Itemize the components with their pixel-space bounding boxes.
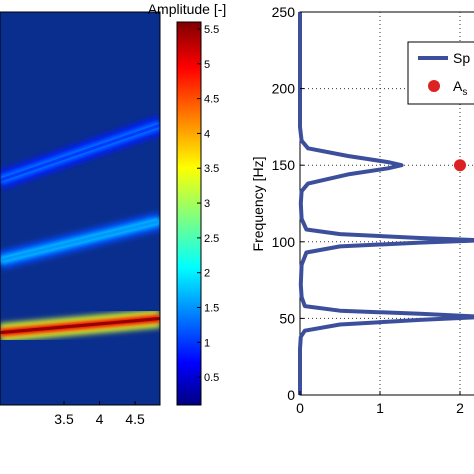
spectrum-line xyxy=(298,12,474,395)
colorbar-ticks: 0.5 1 1.5 2 2.5 3 3.5 4 4.5 5 5.5 xyxy=(197,24,219,384)
heatmap-x-tick-label: 4.5 xyxy=(125,411,145,427)
colorbar-tick-label: 2.5 xyxy=(204,233,219,245)
colorbar-tick-label: 3.5 xyxy=(204,163,219,175)
spectrum-y-ticks: 0 50 100 150 200 250 xyxy=(272,4,304,403)
heatmap-panel: 3.5 4 4.5 xyxy=(0,11,161,427)
colorbar-tick-label: 0.5 xyxy=(204,372,219,384)
heatmap-x-tick-label: 4 xyxy=(96,411,104,427)
heatmap-ridge-core xyxy=(0,219,160,262)
spectrum-y-tick-label: 50 xyxy=(279,310,295,326)
colorbar-tick-label: 4 xyxy=(204,128,210,140)
legend: Sp As xyxy=(407,41,474,105)
heatmap-background xyxy=(0,12,160,405)
spectrum-panel: 0 50 100 150 200 250 0 1 2 Frequency [Hz] Sp As xyxy=(250,4,474,416)
spectrum-x-tick-label: 2 xyxy=(456,400,464,416)
amplitude-marker xyxy=(454,159,466,172)
legend-entry-amplitude-sub: s xyxy=(462,87,467,98)
spectrum-series xyxy=(298,12,474,395)
colorbar-title: Amplitude [-] xyxy=(148,1,227,17)
heatmap-ridges xyxy=(0,116,160,342)
spectrum-x-ticks: 0 1 2 xyxy=(296,391,464,416)
legend-box xyxy=(407,41,474,105)
colorbar-tick-label: 4.5 xyxy=(204,94,219,106)
spectrum-x-tick-label: 1 xyxy=(376,400,384,416)
heatmap-x-ticks: 3.5 4 4.5 xyxy=(54,401,145,427)
spectrum-x-tick-label: 0 xyxy=(296,400,304,416)
spectrum-y-tick-label: 250 xyxy=(272,4,296,20)
colorbar: Amplitude [-] 0.5 1 1.5 2 2.5 3 3.5 4 4.5 5 5.5 xyxy=(148,1,227,406)
heatmap-ridge-core xyxy=(0,123,160,182)
legend-entry-spectrum: Sp xyxy=(453,50,470,66)
colorbar-tick-label: 1 xyxy=(204,337,210,349)
legend-entry-amplitude: As xyxy=(453,78,467,98)
legend-entry-amplitude-main: A xyxy=(453,78,463,94)
heatmap-ridge-core xyxy=(0,317,160,335)
spectrum-y-tick-label: 150 xyxy=(272,157,296,173)
heatmap-frame xyxy=(0,11,161,406)
spectrum-y-label: Frequency [Hz] xyxy=(250,157,266,252)
spectrum-y-tick-label: 0 xyxy=(287,387,295,403)
heatmap-x-tick-label: 3.5 xyxy=(54,411,74,427)
colorbar-tick-label: 3 xyxy=(204,198,210,210)
spectrum-y-tick-label: 100 xyxy=(272,234,296,250)
colorbar-gradient xyxy=(176,21,202,406)
colorbar-tick-label: 2 xyxy=(204,268,210,280)
colorbar-tick-label: 5 xyxy=(204,59,210,71)
colorbar-tick-label: 1.5 xyxy=(204,303,219,315)
legend-marker-swatch xyxy=(428,80,440,92)
colorbar-tick-label: 5.5 xyxy=(204,24,219,36)
spectrum-y-tick-label: 200 xyxy=(272,81,296,97)
